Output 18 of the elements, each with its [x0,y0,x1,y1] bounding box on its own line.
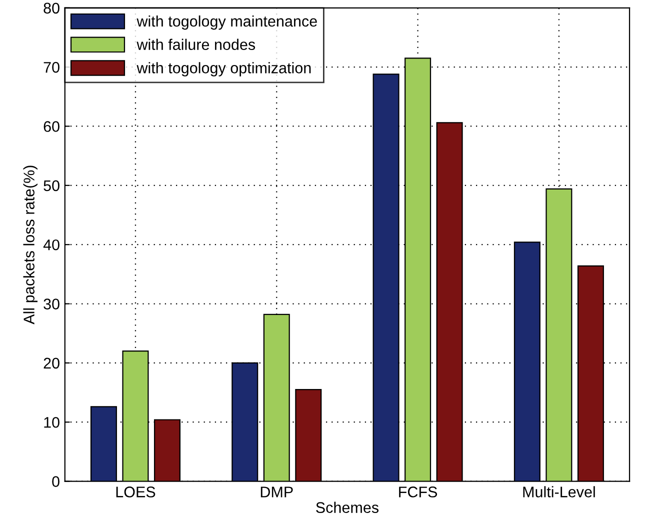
y-tick-label: 0 [52,476,60,487]
x-tick-label: LOES [116,486,156,498]
y-tick-label: 10 [44,416,60,428]
legend-label: with togology optimization [136,62,311,76]
legend-label: with togology maintenance [136,15,317,30]
legend-label: with failure nodes [136,38,256,50]
y-tick-label: 70 [44,62,60,73]
y-axis-title: All packets loss rate(%) [23,166,38,324]
y-tick-label: 50 [44,180,60,192]
x-tick-label: FCFS [399,486,438,498]
x-tick-label: Multi-Level [523,486,595,498]
y-tick-label: 30 [44,298,60,310]
y-tick-label: 60 [44,121,60,132]
y-tick-label: 40 [43,239,60,250]
y-tick-label: 80 [44,2,60,14]
x-axis-title: Schemes [316,502,379,514]
x-tick-label: DMP [260,486,293,498]
y-tick-label: 20 [44,358,60,369]
